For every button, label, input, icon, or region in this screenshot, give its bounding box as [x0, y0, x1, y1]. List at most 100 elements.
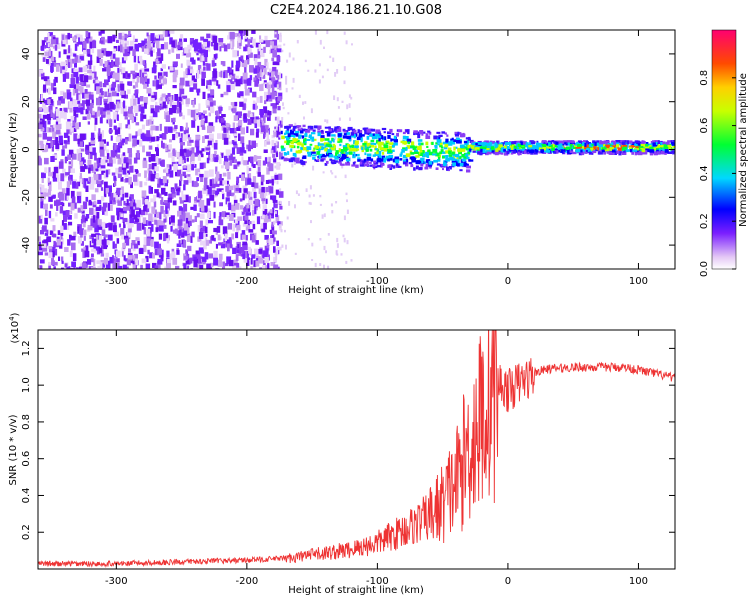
heatmap-cell: [435, 152, 440, 157]
heatmap-cell: [68, 176, 71, 181]
heatmap-cell: [553, 151, 557, 154]
heatmap-cell: [92, 220, 97, 228]
heatmap-cell: [461, 154, 465, 158]
heatmap-cell: [270, 235, 273, 241]
heatmap-cell: [221, 43, 226, 48]
heatmap-cell: [414, 151, 419, 154]
heatmap-cell: [101, 239, 106, 245]
heatmap-cell: [154, 213, 157, 219]
heatmap-cell: [239, 45, 242, 49]
heatmap-cell: [271, 221, 274, 227]
heatmap-cell: [75, 76, 79, 84]
heatmap-cell: [164, 167, 169, 173]
heatmap-cell: [244, 66, 247, 74]
heatmap-cell: [454, 153, 460, 158]
heatmap-cell: [286, 127, 290, 131]
heatmap-cell: [260, 174, 265, 182]
heatmap-cell: [288, 134, 294, 137]
heatmap-cell: [150, 97, 155, 102]
heatmap-cell: [659, 145, 663, 148]
heatmap-cell: [568, 146, 573, 150]
heatmap-cell: [63, 132, 69, 138]
heatmap-cell: [231, 233, 235, 240]
heatmap-cell: [261, 227, 266, 233]
heatmap-cell: [132, 139, 137, 147]
heatmap-cell: [510, 147, 514, 150]
heatmap-cell: [286, 137, 290, 141]
heatmap-cell: [210, 89, 214, 96]
heatmap-cell: [233, 164, 238, 170]
heatmap-cell: [76, 135, 80, 139]
heatmap-cell: [172, 85, 177, 89]
heatmap-cell: [617, 147, 622, 151]
heatmap-cell: [301, 143, 304, 148]
heatmap-cell: [274, 31, 277, 35]
heatmap-cell: [135, 89, 139, 94]
heatmap-cell: [97, 107, 100, 113]
heatmap-cell: [273, 158, 277, 163]
heatmap-cell: [146, 238, 151, 246]
heatmap-cell: [138, 55, 143, 62]
heatmap-cell: [253, 182, 259, 189]
heatmap-cell: [42, 132, 47, 140]
heatmap-cell: [176, 152, 179, 158]
heatmap-cell: [230, 244, 233, 249]
heatmap-cell: [272, 103, 277, 109]
heatmap-cell: [125, 137, 130, 142]
heatmap-cell: [120, 193, 125, 201]
heatmap-cell: [312, 194, 315, 197]
heatmap-cell: [265, 125, 269, 133]
heatmap-cell: [89, 207, 94, 215]
heatmap-cell: [256, 73, 260, 78]
heatmap-cell: [192, 268, 195, 269]
heatmap-cell: [263, 222, 267, 230]
heatmap-cell: [94, 118, 98, 125]
heatmap-cell: [218, 38, 224, 43]
heatmap-cell: [105, 252, 109, 258]
heatmap-cell: [591, 143, 596, 146]
heatmap-cell: [79, 148, 85, 152]
y-tick-label: 0.8: [21, 414, 32, 430]
heatmap-cell: [379, 133, 382, 136]
heatmap-cell: [52, 233, 57, 238]
heatmap-cell: [341, 100, 344, 103]
heatmap-cell: [410, 164, 414, 167]
heatmap-cell: [199, 213, 205, 219]
heatmap-cell: [596, 140, 599, 144]
heatmap-cell: [425, 141, 429, 146]
heatmap-cell: [313, 125, 318, 129]
heatmap-cell: [662, 149, 667, 152]
heatmap-cell: [116, 92, 120, 97]
heatmap-cell: [112, 152, 118, 157]
heatmap-cell: [270, 262, 276, 266]
heatmap-cell: [64, 143, 68, 149]
heatmap-cell: [210, 102, 214, 109]
heatmap-cell: [180, 142, 183, 150]
heatmap-cell: [284, 140, 287, 144]
heatmap-cell: [254, 206, 257, 215]
heatmap-cell: [471, 142, 475, 146]
heatmap-cell: [41, 40, 45, 47]
heatmap-cell: [236, 249, 240, 253]
heatmap-cell: [99, 141, 104, 147]
heatmap-cell: [274, 116, 279, 121]
heatmap-cell: [107, 234, 113, 241]
heatmap-cell: [128, 31, 131, 36]
heatmap-cell: [100, 260, 106, 264]
heatmap-cell: [345, 152, 348, 155]
heatmap-cell: [42, 188, 48, 193]
heatmap-cell: [346, 135, 351, 140]
heatmap-cell: [146, 133, 151, 142]
heatmap-cell: [334, 175, 337, 179]
heatmap-cell: [376, 165, 381, 168]
heatmap-cell: [65, 210, 70, 217]
heatmap-cell: [370, 139, 375, 143]
heatmap-cell: [142, 222, 145, 230]
heatmap-cell: [398, 129, 403, 133]
heatmap-cell: [266, 248, 269, 255]
heatmap-cell: [238, 119, 243, 126]
heatmap-cell: [45, 59, 49, 64]
heatmap-cell: [99, 167, 102, 172]
heatmap-cell: [263, 149, 268, 153]
heatmap-cell: [61, 149, 65, 156]
